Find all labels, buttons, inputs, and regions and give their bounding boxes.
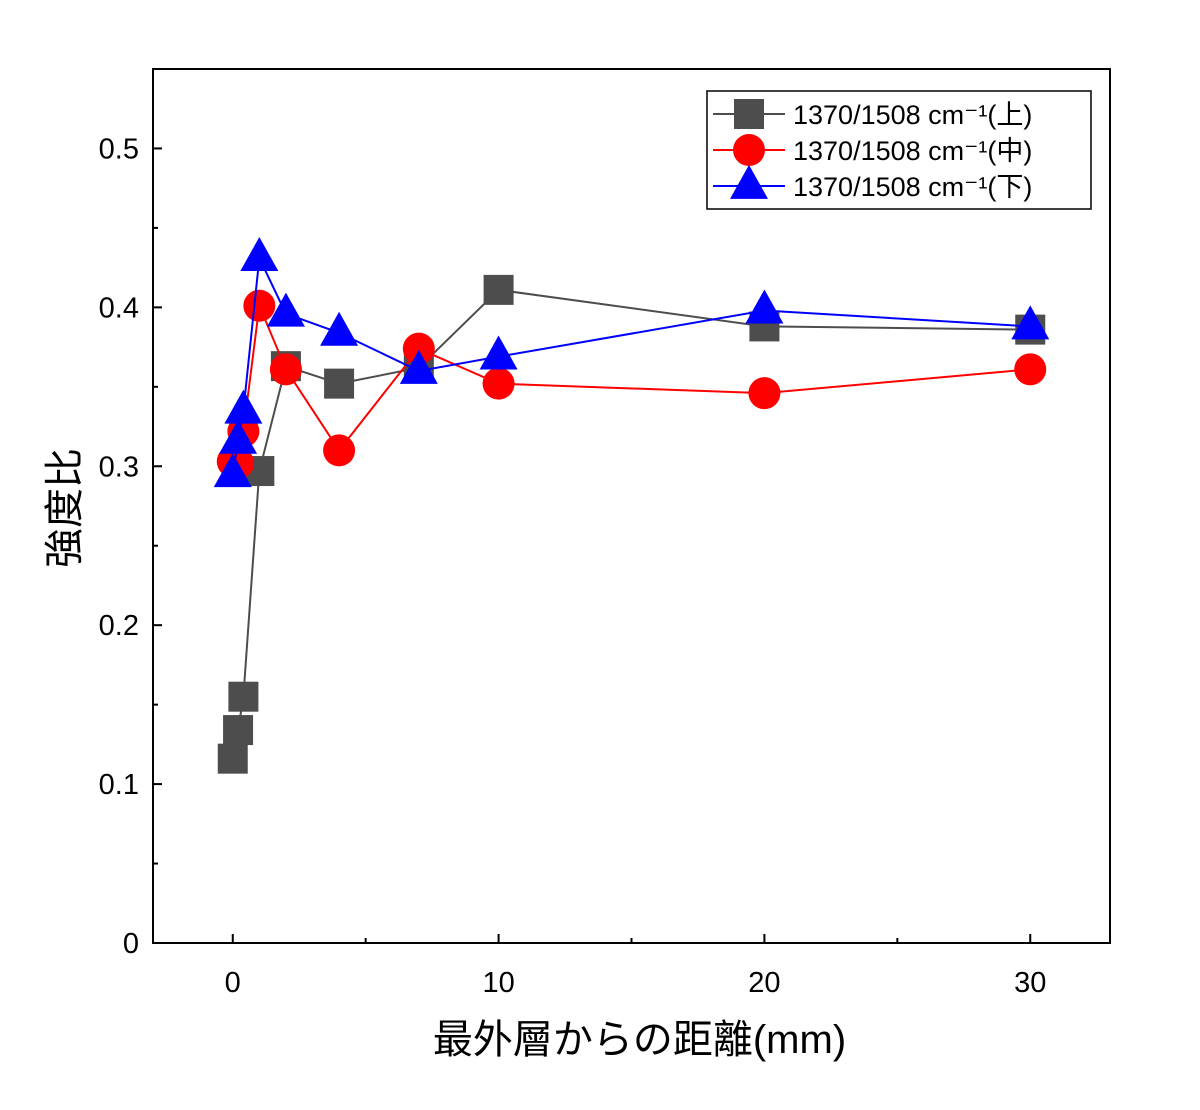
y-tick-label: 0.2 — [99, 610, 139, 642]
x-tick-label: 20 — [748, 967, 780, 999]
series-line — [231, 288, 1031, 759]
y-tick-label: 0.4 — [99, 292, 139, 324]
legend-label: 1370/1508 cm⁻¹(中) — [793, 136, 1032, 166]
y-tick-label: 0.3 — [99, 451, 139, 483]
data-point-circle — [323, 434, 356, 467]
data-point-circle — [482, 367, 515, 400]
data-point-square — [223, 715, 254, 746]
data-point-triangle — [266, 292, 305, 327]
x-tick-label: 0 — [225, 967, 241, 999]
x-tick-label: 30 — [1014, 967, 1046, 999]
data-point-triangle — [479, 335, 518, 370]
y-tick-label: 0.1 — [99, 769, 139, 801]
x-tick-label: 10 — [482, 967, 514, 999]
data-point-triangle — [213, 453, 252, 488]
data-point-triangle — [1011, 305, 1050, 340]
y-tick-label: 0 — [123, 928, 139, 960]
x-axis-label: 最外層からの距離(mm) — [433, 1018, 846, 1062]
data-point-triangle — [399, 349, 438, 384]
data-point-triangle — [320, 311, 359, 346]
data-point-square — [228, 681, 259, 712]
legend-marker-circle — [733, 134, 765, 166]
legend-item: 1370/1508 cm⁻¹(下) — [713, 164, 1032, 202]
data-point-square — [324, 368, 355, 399]
data-point-square — [217, 743, 248, 774]
legend-marker-square — [734, 99, 764, 129]
data-point-circle — [243, 289, 276, 322]
data-point-circle — [748, 377, 781, 410]
data-point-circle — [269, 353, 302, 386]
data-point-circle — [1014, 353, 1047, 386]
data-point-triangle — [240, 237, 279, 272]
data-point-triangle — [219, 419, 258, 454]
data-point-triangle — [224, 389, 263, 424]
legend-item: 1370/1508 cm⁻¹(上) — [713, 99, 1032, 130]
data-point-triangle — [745, 289, 784, 324]
y-tick-label: 0.5 — [99, 133, 139, 165]
legend: 1370/1508 cm⁻¹(上) 1370/1508 cm⁻¹(中) 1370/1… — [706, 90, 1092, 210]
series-layer — [213, 237, 1050, 774]
legend-marker-triangle — [730, 164, 768, 199]
series-1 — [217, 274, 1046, 774]
data-point-circle — [402, 332, 435, 365]
legend-label: 1370/1508 cm⁻¹(上) — [793, 100, 1032, 130]
y-axis-label: 強度比 — [43, 448, 87, 568]
axes-layer: 0 10 20 30 0 0.1 0.2 0.3 0.4 0.5 — [99, 68, 1046, 999]
legend-label: 1370/1508 cm⁻¹(下) — [793, 172, 1032, 202]
data-point-square — [483, 274, 514, 305]
legend-item: 1370/1508 cm⁻¹(中) — [713, 134, 1032, 166]
series-3 — [213, 237, 1050, 488]
